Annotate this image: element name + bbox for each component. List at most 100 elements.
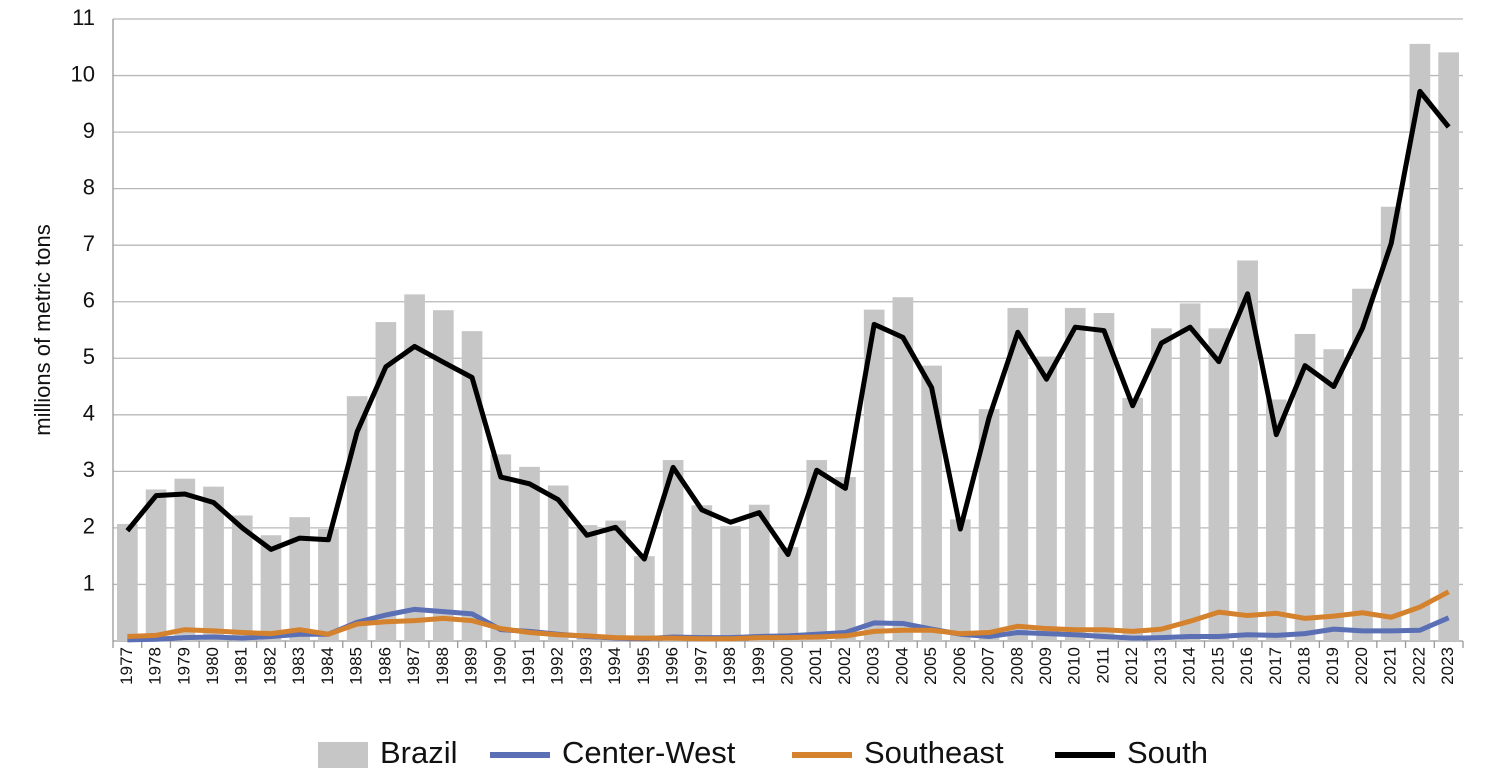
bar	[1265, 399, 1287, 641]
bar	[1036, 356, 1057, 641]
bar	[1208, 328, 1230, 641]
bar	[720, 526, 741, 641]
x-tick-label: 2020	[1352, 647, 1371, 685]
x-tick-label: 2017	[1266, 647, 1285, 685]
bar	[318, 529, 339, 641]
bar	[1438, 52, 1459, 641]
bar	[777, 547, 799, 641]
y-tick-label: 5	[83, 344, 95, 369]
x-tick-label: 2008	[1007, 647, 1026, 685]
bar	[117, 523, 138, 641]
y-tick-label: 4	[83, 401, 95, 426]
bar	[1007, 307, 1029, 641]
x-tick-label: 1992	[548, 647, 567, 685]
x-tick-label: 1978	[146, 647, 165, 685]
x-tick-label: 1988	[433, 647, 452, 685]
bar	[1122, 397, 1144, 641]
bar	[1093, 313, 1115, 641]
bar	[490, 454, 512, 641]
x-tick-label: 1994	[605, 647, 624, 685]
y-tick-label: 8	[83, 174, 95, 199]
bar	[748, 504, 770, 641]
y-tick-label: 3	[83, 457, 95, 482]
bar	[547, 485, 569, 641]
bar	[1064, 307, 1086, 641]
x-tick-label: 2016	[1237, 647, 1256, 685]
legend-label: Southeast	[864, 735, 1004, 770]
x-tick-label: 1977	[117, 647, 136, 685]
x-tick-label: 1979	[174, 647, 193, 685]
bar	[691, 505, 713, 641]
x-tick-label: 1983	[289, 647, 308, 685]
x-tick-label: 2005	[921, 647, 940, 685]
bar	[634, 556, 655, 641]
x-tick-label: 1997	[691, 647, 710, 685]
x-tick-label: 1990	[490, 647, 509, 685]
x-tick-label: 2007	[979, 647, 998, 685]
bar	[950, 519, 971, 641]
x-tick-label: 1987	[404, 647, 423, 685]
y-tick-label: 2	[83, 514, 95, 539]
bar	[1323, 349, 1345, 641]
bar	[203, 486, 224, 641]
bar	[289, 517, 311, 641]
x-tick-label: 1982	[260, 647, 279, 685]
x-tick-label: 1991	[519, 647, 538, 685]
bar	[432, 310, 454, 641]
bar	[662, 460, 684, 641]
x-tick-label: 2002	[835, 647, 854, 685]
x-tick-label: 2021	[1381, 647, 1400, 685]
bar	[1294, 333, 1316, 641]
legend-label: Center-West	[562, 735, 736, 770]
x-tick-label: 1981	[232, 647, 251, 685]
y-axis-label: millions of metric tons	[30, 224, 55, 436]
bar	[1409, 43, 1431, 641]
bar	[921, 365, 942, 641]
legend-label: South	[1127, 735, 1208, 770]
x-tick-label: 1985	[347, 647, 366, 685]
bar	[892, 297, 914, 641]
bar	[1352, 288, 1373, 641]
line	[125, 88, 1451, 562]
bar	[145, 489, 167, 641]
x-tick-label: 1984	[318, 647, 337, 685]
bar	[605, 520, 626, 641]
x-tick-label: 2004	[892, 647, 911, 685]
bar	[1151, 328, 1172, 641]
x-tick-label: 2010	[1065, 647, 1084, 685]
y-tick-label: 7	[83, 231, 95, 256]
bar	[978, 409, 1000, 641]
bar	[461, 331, 483, 641]
bar	[519, 466, 540, 641]
y-tick-label: 1	[83, 570, 95, 595]
x-tick-label: 1986	[375, 647, 394, 685]
x-tick-label: 1998	[720, 647, 739, 685]
x-tick-label: 1996	[663, 647, 682, 685]
bar	[260, 535, 282, 641]
x-tick-label: 2006	[950, 647, 969, 685]
y-tick-label: 11	[72, 5, 95, 30]
x-tick-label: 2019	[1323, 647, 1342, 685]
bar	[1237, 260, 1258, 641]
y-tick-label: 6	[83, 288, 95, 313]
x-tick-label: 2003	[864, 647, 883, 685]
x-tick-label: 2001	[806, 647, 825, 685]
bar	[375, 322, 397, 641]
x-tick-label: 1993	[576, 647, 595, 685]
bar	[174, 478, 196, 641]
x-tick-label: 1995	[634, 647, 653, 685]
x-tick-label: 2014	[1180, 647, 1199, 685]
x-tick-label: 2018	[1295, 647, 1314, 685]
x-tick-label: 2000	[777, 647, 796, 685]
legend-label: Brazil	[380, 735, 458, 770]
bar	[806, 460, 828, 641]
bar	[1179, 303, 1201, 641]
x-tick-label: 2012	[1122, 647, 1141, 685]
x-tick-label: 2022	[1409, 647, 1428, 685]
line	[127, 589, 1450, 642]
bar	[404, 294, 425, 641]
bar	[863, 309, 885, 641]
x-tick-label: 1999	[749, 647, 768, 685]
